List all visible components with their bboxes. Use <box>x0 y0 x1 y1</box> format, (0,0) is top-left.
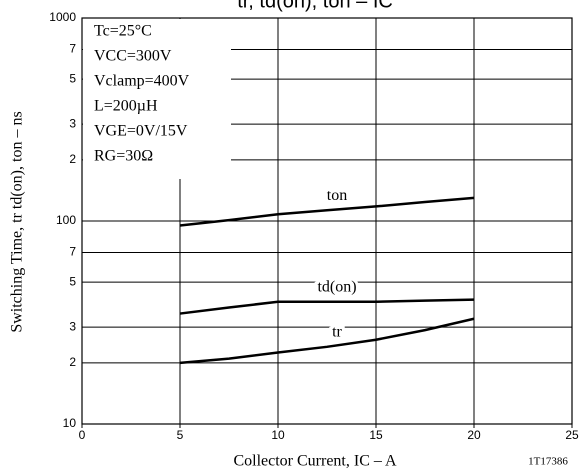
y-tick-label: 100 <box>56 213 76 227</box>
x-tick-label: 10 <box>271 428 285 442</box>
conditions-box <box>83 19 231 179</box>
plot-frame <box>81 17 573 425</box>
condition: Vclamp=400V <box>94 73 190 90</box>
x-tick-label: 15 <box>369 428 383 442</box>
x-tick-label: 5 <box>177 428 184 442</box>
condition: VCC=300V <box>94 48 172 65</box>
condition: Tc=25°C <box>94 23 152 40</box>
condition: VGE=0V/15V <box>94 123 188 140</box>
y-tick-label: 5 <box>69 274 76 288</box>
y-tick-label: 7 <box>69 42 76 56</box>
y-axis-label: Switching Time, tr td(on), ton – ns <box>9 111 26 332</box>
x-tick-label: 0 <box>79 428 86 442</box>
x-axis-label: Collector Current, IC – A <box>233 453 397 470</box>
y-tick-label: 2 <box>69 355 76 369</box>
series-line <box>179 196 475 227</box>
condition: RG=30Ω <box>94 148 153 165</box>
x-tick-label: 20 <box>467 428 481 442</box>
y-tick-label: 1000 <box>49 10 76 24</box>
y-tick-label: 7 <box>69 245 76 259</box>
y-tick-label: 10 <box>63 416 77 430</box>
condition: L=200µH <box>94 98 158 115</box>
series-label: td(on) <box>317 278 356 295</box>
figure-id: 1T17386 <box>528 456 568 468</box>
x-tick-label: 25 <box>565 428 579 442</box>
series-label: ton <box>327 187 347 204</box>
y-tick-label: 3 <box>69 116 76 130</box>
y-tick-label: 5 <box>69 71 76 85</box>
y-tick-label: 3 <box>69 319 76 333</box>
y-tick-label: 2 <box>69 152 76 166</box>
series-line <box>179 298 475 315</box>
chart-title: tr, td(on), ton – IC <box>237 0 393 12</box>
series-label: tr <box>332 323 342 340</box>
series-line <box>179 317 475 365</box>
